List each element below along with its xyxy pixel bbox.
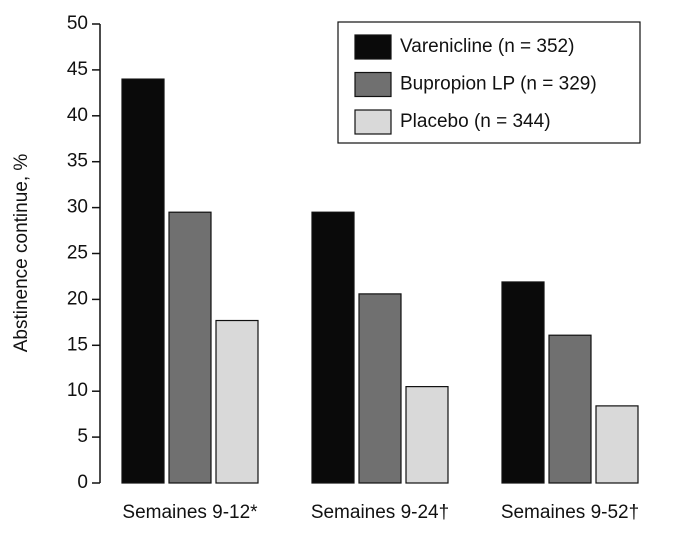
bar: [548, 334, 592, 484]
legend-label: Varenicline (n = 352): [400, 36, 574, 57]
bar: [501, 281, 545, 484]
bar: [121, 78, 165, 484]
bar: [168, 211, 212, 484]
legend-swatch: [354, 109, 392, 135]
x-tick-label: Semaines 9-12*: [122, 502, 258, 523]
y-tick-label: 15: [67, 334, 88, 355]
y-tick-label: 5: [77, 426, 88, 447]
bar: [358, 293, 402, 484]
legend-label: Placebo (n = 344): [400, 111, 551, 132]
y-tick-label: 20: [67, 288, 88, 309]
legend-swatch: [354, 34, 392, 60]
y-tick-label: 50: [67, 13, 88, 34]
y-axis-label: Abstinence continue, %: [11, 154, 32, 353]
y-tick-label: 10: [67, 380, 88, 401]
y-tick-label: 45: [67, 59, 88, 80]
y-tick-label: 30: [67, 197, 88, 218]
y-tick-label: 0: [77, 472, 88, 493]
bar: [405, 386, 449, 484]
legend-label: Bupropion LP (n = 329): [400, 74, 597, 95]
x-tick-label: Semaines 9-24†: [311, 502, 449, 523]
bar: [215, 319, 259, 484]
bar: [311, 211, 355, 484]
x-tick-label: Semaines 9-52†: [501, 502, 639, 523]
y-tick-label: 40: [67, 105, 88, 126]
y-tick-label: 35: [67, 151, 88, 172]
y-tick-label: 25: [67, 243, 88, 264]
legend-swatch: [354, 71, 392, 98]
bar: [595, 405, 639, 484]
